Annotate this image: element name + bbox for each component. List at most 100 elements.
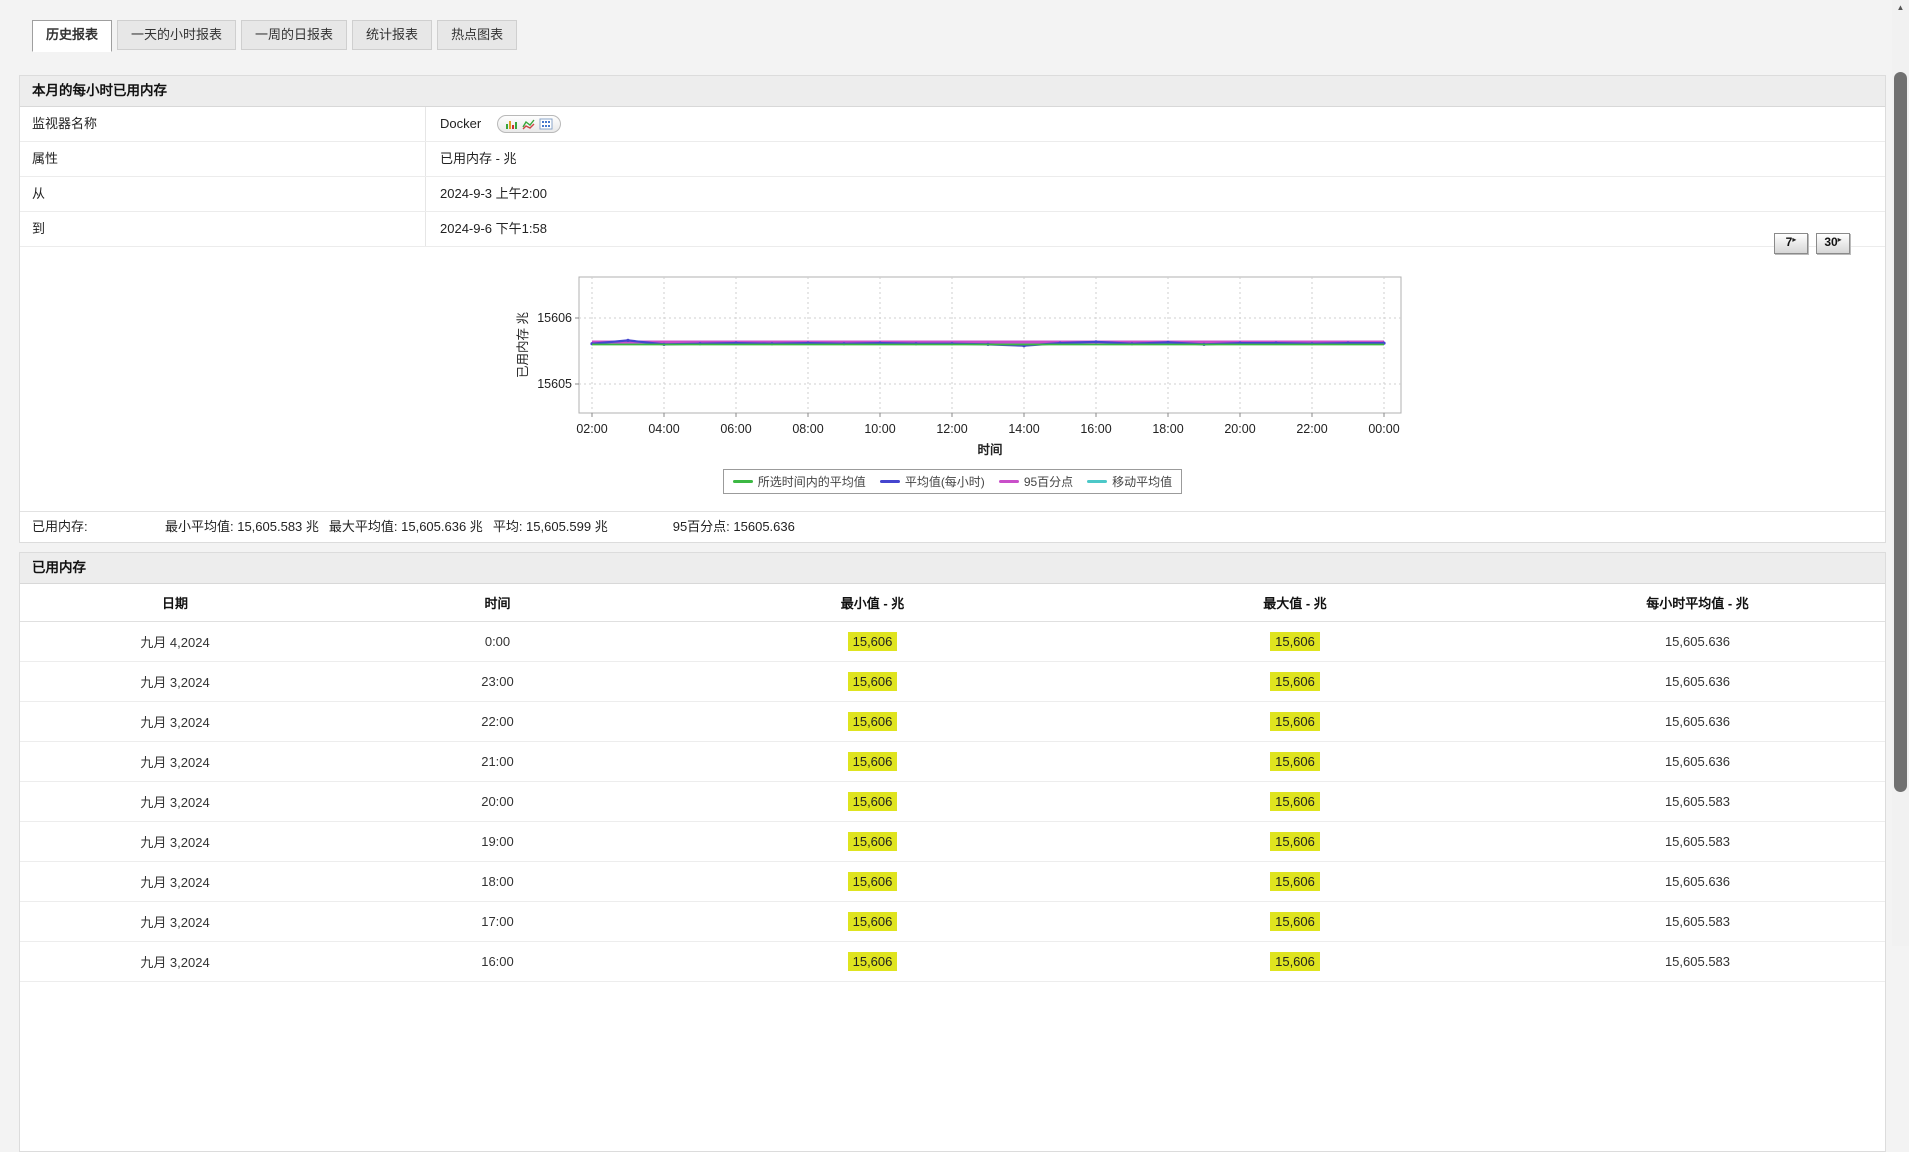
monitor-chart-links[interactable] [497,115,562,133]
legend-item: 所选时间内的平均值 [732,473,866,490]
data-table-icon[interactable] [539,118,553,130]
info-row-to: 到 2024-9-6 下午1:58 [20,212,1885,247]
cell-avg: 15,605.636 [1510,621,1885,662]
cell-time: 19:00 [330,821,665,862]
table-row: 九月 3,2024 19:00 15,606 15,606 15,605.583 [20,821,1885,862]
usage-line-chart: 02:00 04:00 06:00 08:00 10:00 12:00 14:00 16:00… [516,276,1402,457]
legend-item: 95百分点 [998,473,1074,490]
info-value: 已用内存 - 兆 [425,142,517,176]
highlighted-value: 15,606 [1270,792,1320,811]
highlighted-value: 15,606 [847,632,898,651]
cell-max: 15,606 [1080,621,1510,662]
highlighted-value: 15,606 [1270,832,1320,851]
cell-min: 15,606 [665,701,1080,742]
cell-time: 16:00 [330,941,665,982]
summary-stat: 最小平均值: 15,605.583 兆 [165,519,319,534]
cell-min: 15,606 [665,741,1080,782]
cell-date: 九月 3,2024 [20,781,330,822]
table-panel: 已用内存 日期 时间 最小值 - 兆最大值 - 兆每小时平均值 - 兆 九月 4,2… [19,552,1886,1152]
table-row: 九月 4,2024 0:00 15,606 15,606 15,605.636 [20,621,1885,662]
highlighted-value: 15,606 [847,672,898,691]
table-row: 九月 3,2024 17:00 15,606 15,606 15,605.583 [20,901,1885,942]
bar-chart-icon[interactable] [505,118,519,130]
summary-stat: 最大平均值: 15,605.636 兆 [328,519,483,534]
tab-5[interactable]: 热点图表 [437,20,518,50]
svg-text:04:00: 04:00 [648,422,679,436]
highlighted-value: 15,606 [847,832,898,851]
table-body: 九月 4,2024 0:00 15,606 15,606 15,605.636 九月 3,… [20,621,1885,982]
info-row-from: 从 2024-9-3 上午2:00 [20,177,1885,212]
legend-item: 平均值(每小时) [879,473,985,490]
period-arrow-icon: ▸ [1792,235,1797,244]
chart-legend: 所选时间内的平均值 平均值(每小时) 95百分点 移动平均值 [20,469,1885,494]
highlighted-value: 15,606 [1270,752,1320,771]
vertical-scrollbar[interactable]: ▲ [1892,0,1909,946]
cell-time: 21:00 [330,741,665,782]
column-header: 最大值 - 兆 [1080,584,1510,622]
table-row: 九月 3,2024 21:00 15,606 15,606 15,605.636 [20,741,1885,782]
cell-time: 18:00 [330,861,665,902]
tab-1[interactable]: 历史报表 [32,20,113,52]
legend-box: 所选时间内的平均值 平均值(每小时) 95百分点 移动平均值 [722,469,1183,494]
line-chart-icon[interactable] [522,118,536,130]
info-row-attribute: 属性 已用内存 - 兆 [20,142,1885,177]
cell-time: 23:00 [330,661,665,702]
cell-max: 15,606 [1080,861,1510,902]
cell-avg: 15,605.636 [1510,741,1885,782]
cell-avg: 15,605.583 [1510,941,1885,982]
table-row: 九月 3,2024 22:00 15,606 15,606 15,605.636 [20,701,1885,742]
cell-min: 15,606 [665,661,1080,702]
legend-label: 移动平均值 [1112,475,1173,489]
legend-swatch [732,480,753,483]
cell-avg: 15,605.583 [1510,821,1885,862]
scrollbar-thumb[interactable] [1894,72,1907,792]
highlighted-value: 15,606 [1270,632,1320,651]
scroll-up-arrow-icon[interactable]: ▲ [1896,3,1905,12]
table-row: 九月 3,2024 18:00 15,606 15,606 15,605.636 [20,861,1885,902]
table-row: 九月 3,2024 23:00 15,606 15,606 15,605.636 [20,661,1885,702]
svg-text:时间: 时间 [977,442,1002,457]
highlighted-value: 15,606 [847,912,898,931]
cell-max: 15,606 [1080,661,1510,702]
cell-min: 15,606 [665,901,1080,942]
highlighted-value: 15,606 [1270,912,1320,931]
period-7-days-button[interactable]: 7▸ [1774,233,1808,254]
legend-label: 所选时间内的平均值 [757,475,866,489]
cell-min: 15,606 [665,621,1080,662]
cell-date: 九月 3,2024 [20,901,330,942]
info-label: 属性 [32,151,59,166]
legend-swatch [1087,480,1108,483]
summary-prefix: 已用内存: [32,519,88,534]
column-header: 时间 [330,584,665,622]
column-header: 最小值 - 兆 [665,584,1080,622]
highlighted-value: 15,606 [847,792,898,811]
legend-label: 95百分点 [1023,475,1074,489]
monitor-info: 监视器名称 Docker [20,107,1885,247]
cell-date: 九月 3,2024 [20,821,330,862]
info-label: 从 [32,186,46,201]
cell-date: 九月 3,2024 [20,701,330,742]
legend-swatch [879,480,900,483]
cell-min: 15,606 [665,861,1080,902]
info-row-monitor-name: 监视器名称 Docker [20,107,1885,142]
cell-max: 15,606 [1080,781,1510,822]
svg-text:12:00: 12:00 [936,422,967,436]
highlighted-value: 15,606 [1270,672,1320,691]
tab-bar: 历史报表 一天的小时报表 一周的日报表 统计报表 热点图表 [32,20,518,52]
info-value: 2024-9-6 下午1:58 [425,212,547,246]
svg-text:22:00: 22:00 [1296,422,1327,436]
highlighted-value: 15,606 [847,952,898,971]
legend-swatch [998,480,1019,483]
svg-text:14:00: 14:00 [1008,422,1039,436]
cell-date: 九月 3,2024 [20,861,330,902]
period-30-days-button[interactable]: 30▸ [1816,233,1850,254]
tab-4[interactable]: 统计报表 [352,20,433,50]
tab-3[interactable]: 一周的日报表 [241,20,348,50]
info-label: 监视器名称 [32,116,98,131]
column-header: 日期 [20,584,330,622]
report-title: 本月的每小时已用内存 [20,76,1885,107]
info-label: 到 [32,221,46,236]
hourly-values-table: 日期 时间 最小值 - 兆最大值 - 兆每小时平均值 - 兆 九月 4,2024 0:… [20,584,1885,982]
table-section-title: 已用内存 [20,553,1885,584]
tab-2[interactable]: 一天的小时报表 [117,20,237,50]
